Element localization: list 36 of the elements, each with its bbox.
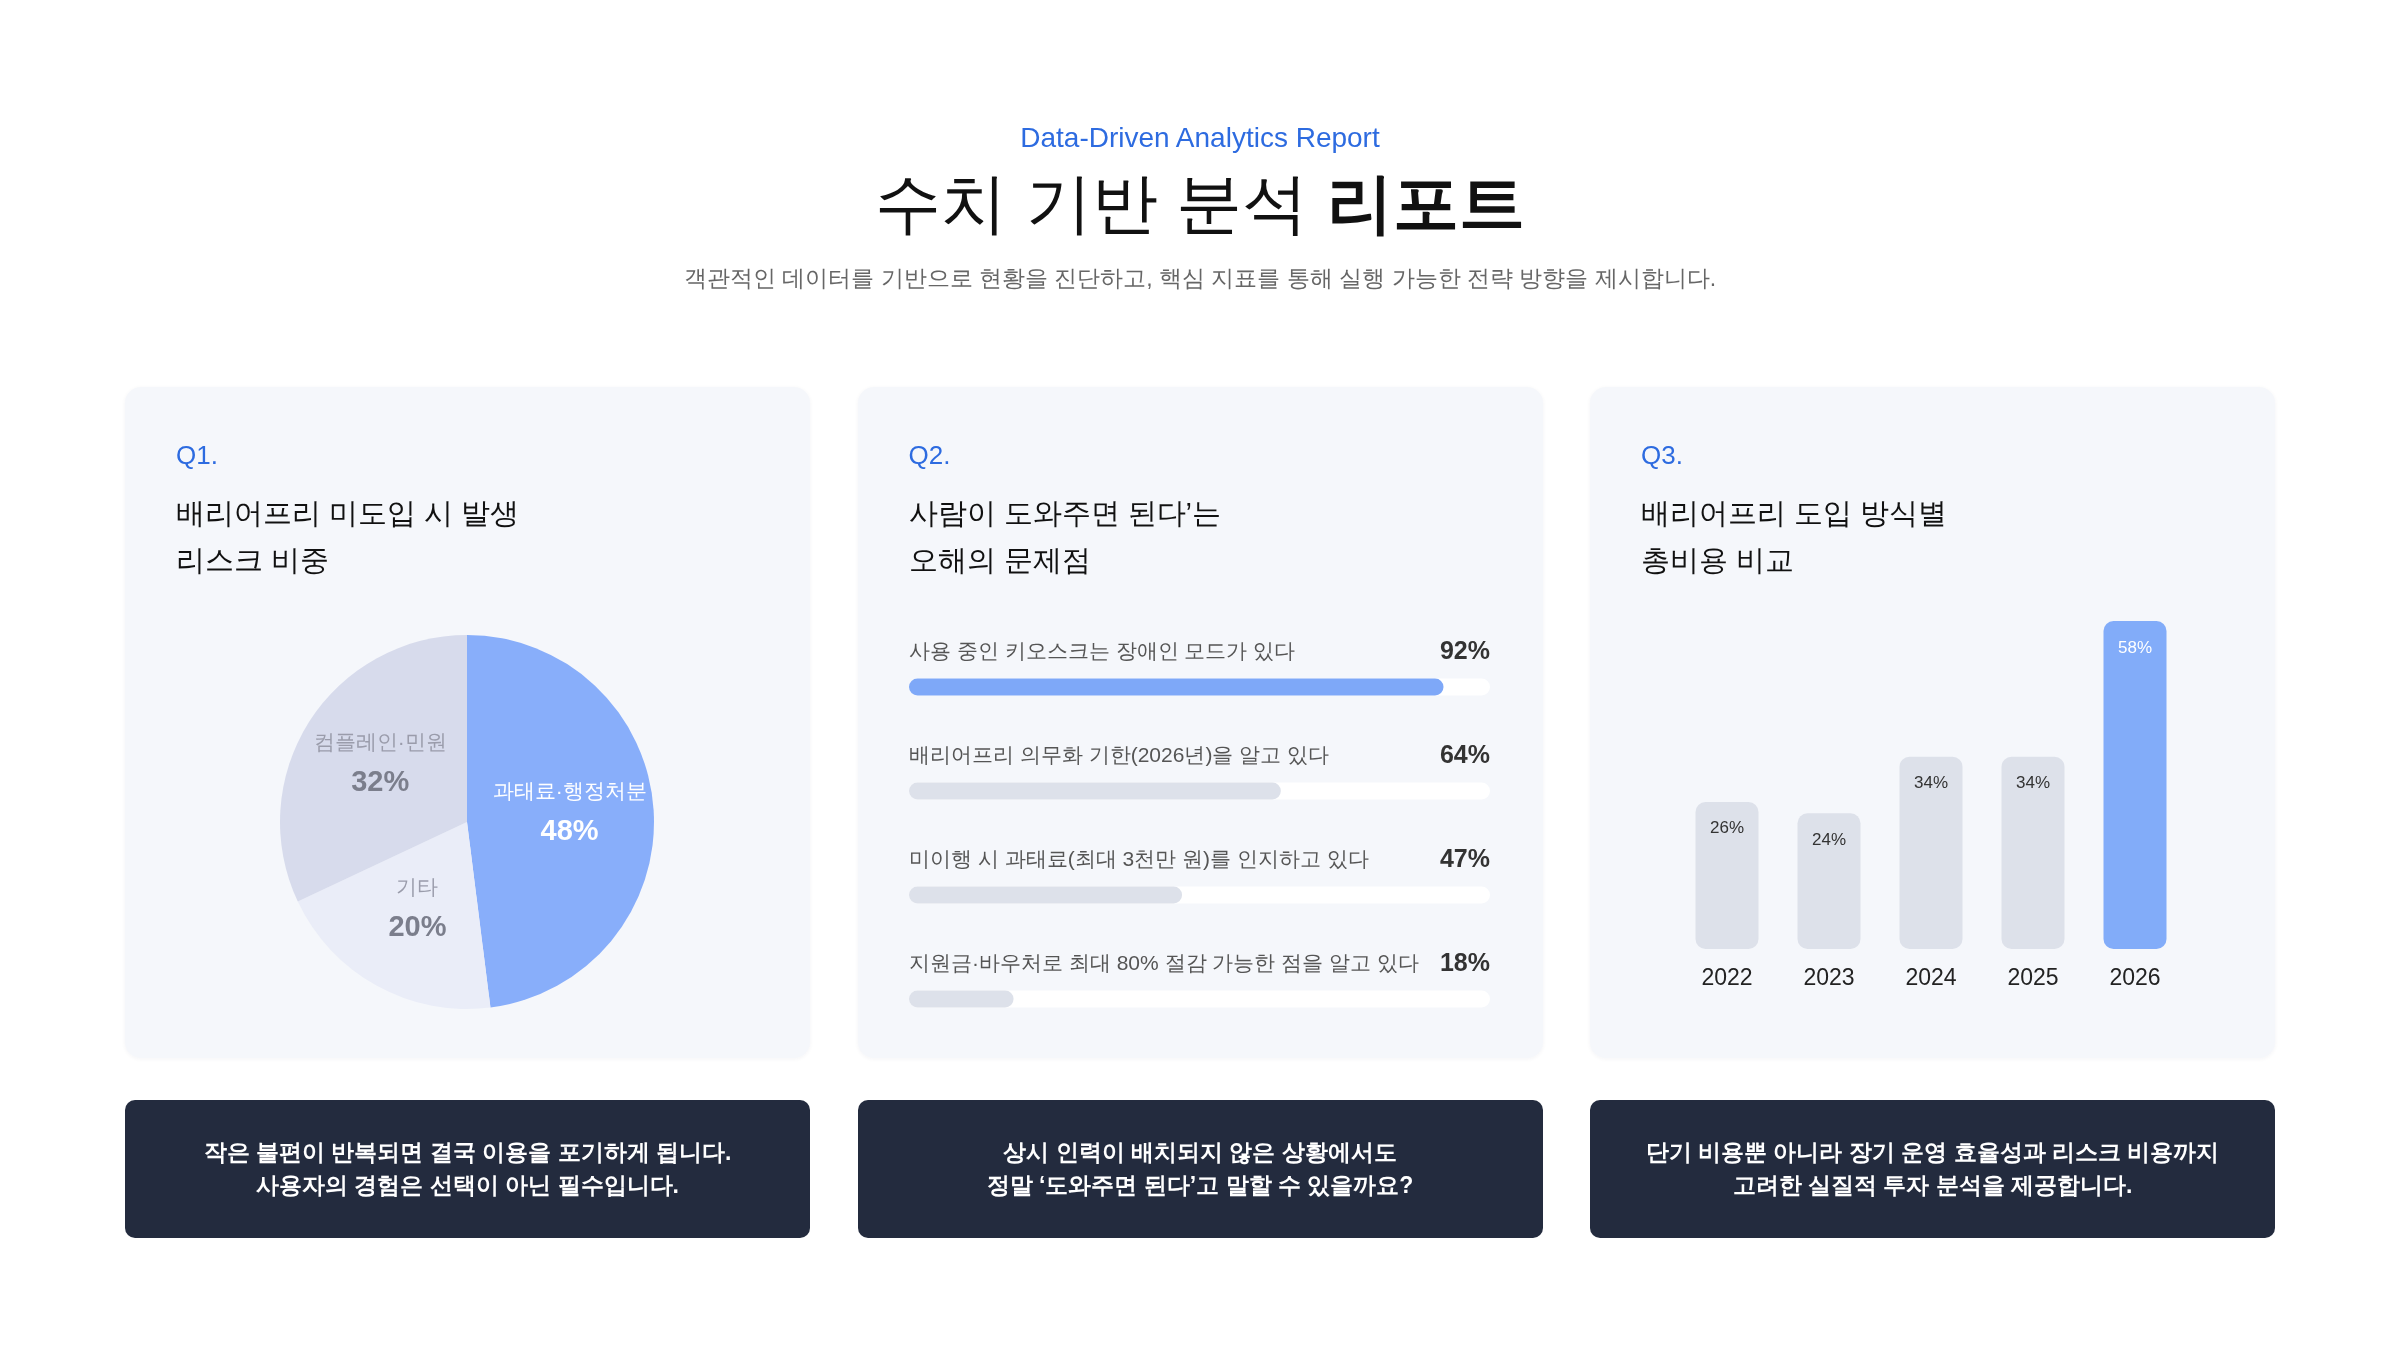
slice-label: 컴플레인·민원 [313,729,447,753]
text: 상시 인력이 배치되지 않은 상황에서도 정말 ‘도와주면 된다’고 말할 수 있을까요? [986,1138,1414,1200]
text: Data-Driven Analytics Report [1019,121,1381,155]
x-tick-label: 2025 [2007,964,2059,990]
x-tick-label: 2023 [1803,964,1855,990]
data-label: 47% [1439,844,1490,872]
y-tick-label: 배리어프리 의무화 기한(2026년)을 알고 있다 [908,742,1329,766]
data-label: 24% [1811,829,1847,849]
text: 단기 비용뿐 아니라 장기 운영 효율성과 리스크 비용까지 고려한 실질적 투자 분석을 제공합니다. [1645,1138,2220,1200]
text: 수치 기반 분석 리포트 [875,166,1525,240]
chart-title: 배리어프리 미도입 시 발생 리스크 비중 [176,496,521,578]
y-tick-label: 사용 중인 키오스크는 장애인 모드가 있다 [908,638,1295,662]
x-tick-label: 2024 [1905,964,1957,990]
data-label: 20% [388,910,447,943]
data-label: 34% [1913,773,1949,793]
x-tick-label: 2022 [1701,964,1753,990]
text: 작은 불편이 반복되면 결국 이용을 포기하게 됩니다. 사용자의 경험은 선택이 아닌 필수입니다. [203,1138,732,1200]
chart-title: 사람이 도와주면 된다’는 오해의 문제점 [908,496,1223,578]
chart-subtitle: Q3. [1641,440,1683,470]
text: 객관적인 데이터를 기반으로 현황을 진단하고, 핵심 지표를 통해 실행 가능한 전략 방향을 제시합니다. [682,264,1718,293]
y-tick-label: 미이행 시 과태료(최대 3천만 원)를 인지하고 있다 [908,846,1369,870]
chart-title: 배리어프리 도입 방식별 총비용 비교 [1641,496,1949,578]
x-tick-label: 2026 [2109,964,2161,990]
data-label: 64% [1439,740,1490,768]
data-label: 34% [2015,773,2051,793]
data-label: 92% [1439,636,1490,664]
data-label: 32% [351,764,410,797]
data-label: 48% [540,813,599,846]
slice-label: 과태료·행정처분 [492,778,647,802]
y-tick-label: 지원금·바우처로 최대 80% 절감 가능한 점을 알고 있다 [908,950,1419,974]
slice-label: 기타 [396,875,439,899]
data-label: 58% [2117,637,2153,657]
data-label: 18% [1439,948,1490,976]
chart-subtitle: Q1. [176,440,218,470]
chart-subtitle: Q2. [908,440,951,470]
data-label: 26% [1709,818,1745,838]
